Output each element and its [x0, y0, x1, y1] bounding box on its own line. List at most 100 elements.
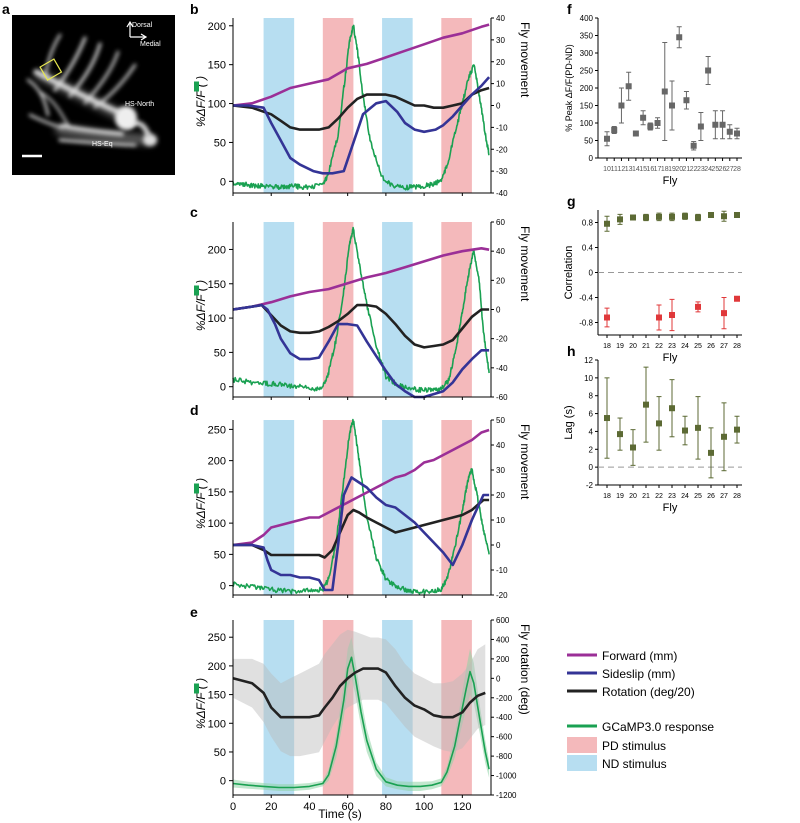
neuron-arbor: [26, 33, 157, 147]
x-tick-label: 19: [616, 343, 624, 350]
legend: Forward (mm) Sideslip (mm) Rotation (deg…: [567, 649, 714, 771]
data-point: [643, 214, 649, 221]
x-tick-label: 25: [694, 493, 702, 500]
legend-pd-swatch: [567, 737, 597, 753]
panel-label-f: f: [567, 1, 572, 17]
data-point: [604, 314, 610, 321]
right-tick-label: 50: [496, 416, 505, 425]
data-point: [643, 401, 649, 408]
rotation-line: [232, 86, 490, 131]
data-point: [682, 213, 688, 220]
y-tick-label: 300: [580, 49, 594, 58]
x-tick-label: 10: [603, 166, 611, 173]
right-axis-title: Fly movement: [518, 22, 532, 98]
data-point: [682, 427, 688, 434]
left-tick-label: 100: [208, 518, 226, 530]
y-tick-label: 50: [584, 137, 593, 146]
x-tick-label: 28: [733, 493, 741, 500]
x-tick-label: 26: [707, 343, 715, 350]
right-tick-label: 40: [496, 441, 505, 450]
data-point: [721, 213, 727, 220]
y-tick-label: 200: [580, 84, 594, 93]
x-tick-label: 28: [733, 166, 741, 173]
left-tick-label: 150: [208, 690, 226, 702]
left-tick-label: 50: [214, 137, 226, 149]
x-tick-label: 22: [655, 343, 663, 350]
y-tick-label: 0: [589, 463, 594, 472]
panel-label-c: c: [190, 204, 198, 220]
left-tick-label: 200: [208, 456, 226, 468]
left-tick-label: 100: [208, 99, 226, 111]
data-point: [630, 214, 636, 221]
forward-line: [232, 247, 490, 311]
gcamp-indicator: [194, 483, 199, 494]
data-point: [669, 405, 675, 412]
gcamp-indicator: [194, 81, 199, 92]
right-tick-label: 400: [496, 635, 510, 644]
data-point: [695, 303, 701, 310]
gcamp-indicator: [194, 285, 199, 296]
x-tick-label: 18: [603, 343, 611, 350]
right-tick-label: -20: [496, 591, 508, 600]
x-tick-label: 21: [683, 166, 691, 173]
right-tick-label: 10: [496, 80, 505, 89]
y-tick-label: 100: [580, 119, 594, 128]
right-tick-label: 30: [496, 36, 505, 45]
image-background: [12, 15, 175, 175]
panel-f-chart: 0 50 100 150 200 250 300 350 400 10 11 12 13 14 15 16 17…: [564, 14, 742, 187]
right-tick-label: -800: [496, 752, 513, 761]
gcamp-line: [232, 24, 490, 191]
data-point: [695, 214, 701, 221]
stimulus-pd: [441, 420, 472, 595]
y-tick-label: 10: [584, 374, 593, 383]
x-tick-label: 11: [611, 166, 618, 173]
data-point: [695, 424, 701, 431]
x-tick-label: 20: [265, 801, 277, 813]
x-tick-label: 20: [629, 493, 637, 500]
data-point: [676, 34, 683, 41]
data-point: [640, 114, 647, 121]
y-tick-label: 400: [580, 14, 594, 23]
x-tick-label: 23: [668, 493, 676, 500]
right-tick-label: -30: [496, 167, 508, 176]
data-point: [734, 426, 740, 433]
right-tick-label: 30: [496, 466, 505, 475]
data-point: [721, 433, 727, 440]
y-tick-label: -0.4: [579, 294, 593, 303]
x-tick-label: 27: [720, 343, 728, 350]
compass-arrows: [126, 20, 148, 41]
right-tick-label: 20: [496, 276, 505, 285]
legend-rotation-label: Rotation (deg/20): [602, 685, 695, 699]
right-tick-label: 0: [496, 674, 501, 683]
data-point: [708, 212, 714, 218]
x-tick-label: 22: [690, 166, 698, 173]
right-tick-label: 40: [496, 247, 505, 256]
x-tick-label: 26: [719, 166, 727, 173]
stimulus-pd: [441, 222, 472, 397]
x-tick-label: 120: [453, 801, 471, 813]
data-point: [647, 123, 654, 130]
left-tick-label: 250: [208, 424, 226, 436]
data-point: [669, 312, 675, 318]
x-tick-label: 20: [629, 343, 637, 350]
data-point: [656, 213, 662, 220]
right-tick-label: 40: [496, 14, 505, 23]
dorsal-label: Dorsal: [132, 22, 153, 29]
x-tick-label: 13: [625, 166, 633, 173]
panel-label-h: h: [567, 343, 576, 359]
left-tick-label: 150: [208, 487, 226, 499]
y-axis-title: Lag (s): [563, 405, 575, 439]
right-tick-label: 0: [496, 541, 501, 550]
y-axis-title: Correlation: [563, 246, 575, 300]
x-tick-label: 20: [675, 166, 683, 173]
sideslip-line: [232, 303, 490, 399]
y-tick-label: 150: [580, 102, 594, 111]
x-tick-label: 21: [642, 493, 650, 500]
x-tick-label: 14: [632, 166, 640, 173]
right-axis-title: Fly rotation (deg): [518, 624, 532, 715]
y-tick-label: 0.4: [582, 244, 594, 253]
x-tick-label: 27: [726, 166, 734, 173]
data-point: [669, 213, 675, 220]
